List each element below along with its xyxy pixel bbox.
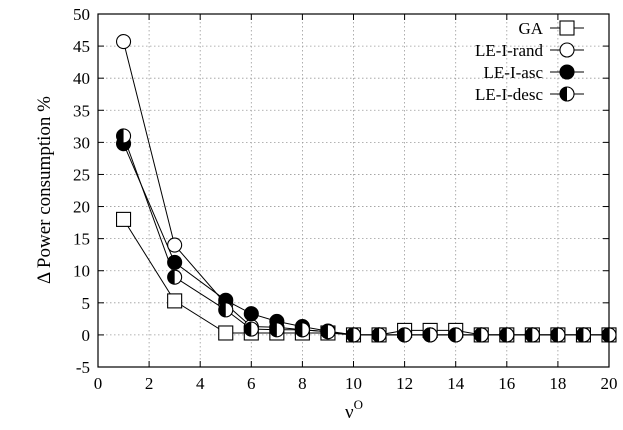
legend-label-LE-I-desc: LE-I-desc (475, 85, 543, 104)
data-point-LE-I-desc (321, 325, 335, 339)
data-point-LE-I-desc (347, 328, 361, 342)
series-line-LE-I-desc (124, 136, 610, 335)
y-tick-label: 5 (82, 294, 91, 313)
x-tick-label: 18 (549, 374, 566, 393)
y-tick-label: 15 (73, 230, 90, 249)
y-tick-label: 30 (73, 133, 90, 152)
data-point-GA (168, 294, 182, 308)
legend-label-LE-I-asc: LE-I-asc (484, 63, 544, 82)
y-axis-label: Δ Power consumption % (34, 96, 55, 284)
data-point-LE-I-asc (168, 255, 182, 269)
legend-marker-LE-I-asc (560, 65, 574, 79)
data-point-LE-I-desc (219, 303, 233, 317)
x-tick-label: 12 (396, 374, 413, 393)
data-point-GA (219, 326, 233, 340)
x-tick-label: 20 (601, 374, 618, 393)
data-point-LE-I-desc (576, 328, 590, 342)
x-tick-label: 16 (498, 374, 515, 393)
x-tick-label: 4 (196, 374, 205, 393)
series-line-GA (124, 219, 610, 335)
legend-marker-LE-I-rand (560, 43, 574, 57)
data-point-LE-I-asc (244, 307, 258, 321)
series-line-LE-I-asc (124, 144, 610, 335)
legend-marker-GA (560, 21, 574, 35)
data-point-GA (117, 212, 131, 226)
y-tick-label: 35 (73, 101, 90, 120)
x-axis-label: νO (345, 397, 363, 423)
data-point-LE-I-desc (551, 328, 565, 342)
legend-label-GA: GA (518, 19, 543, 38)
data-point-LE-I-rand (117, 35, 131, 49)
legend: GA LE-I-rand LE-I-asc LE-I-desc (475, 19, 584, 104)
data-point-LE-I-desc (449, 328, 463, 342)
legend-label-LE-I-rand: LE-I-rand (475, 41, 543, 60)
y-tick-label: 0 (82, 326, 91, 345)
x-tick-label: 10 (345, 374, 362, 393)
data-point-LE-I-desc (270, 323, 284, 337)
data-point-LE-I-desc (372, 328, 386, 342)
x-tick-label: 14 (447, 374, 465, 393)
y-tick-label: 25 (73, 165, 90, 184)
legend-marker-LE-I-desc (560, 87, 574, 101)
y-tick-label: -5 (76, 358, 90, 377)
y-tick-label: 40 (73, 69, 90, 88)
y-tick-label: 20 (73, 198, 90, 217)
y-tick-label: 10 (73, 262, 90, 281)
data-point-LE-I-desc (525, 328, 539, 342)
data-point-LE-I-desc (474, 328, 488, 342)
data-point-LE-I-desc (117, 129, 131, 143)
x-tick-label: 8 (298, 374, 307, 393)
x-axis-label-superscript: O (354, 397, 363, 412)
data-point-LE-I-desc (168, 270, 182, 284)
data-point-LE-I-desc (500, 328, 514, 342)
data-point-LE-I-rand (168, 238, 182, 252)
data-point-LE-I-desc (398, 328, 412, 342)
data-point-LE-I-desc (244, 322, 258, 336)
data-point-LE-I-desc (295, 323, 309, 337)
y-tick-label: 50 (73, 5, 90, 24)
x-tick-label: 6 (247, 374, 256, 393)
y-tick-label: 45 (73, 37, 90, 56)
x-tick-label: 0 (94, 374, 103, 393)
data-point-LE-I-desc (423, 328, 437, 342)
x-tick-label: 2 (145, 374, 154, 393)
